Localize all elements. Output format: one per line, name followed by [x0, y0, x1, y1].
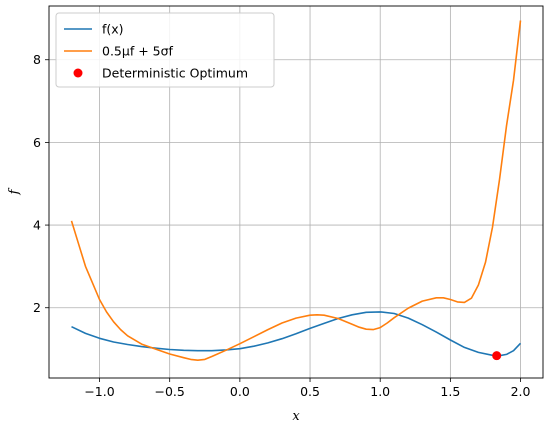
x-tick-label: 1.5 — [440, 384, 460, 399]
series-layer — [70, 20, 522, 362]
x-tick-label: −0.5 — [155, 384, 185, 399]
y-tick-label: 4 — [33, 218, 41, 233]
y-tick-label: 2 — [33, 300, 41, 315]
x-axis-label: x — [292, 409, 300, 424]
legend-marker-optimum — [73, 68, 83, 78]
series-line-robust — [70, 20, 522, 362]
optimum-point — [492, 351, 502, 361]
ticks: −1.0 −0.5 0.0 0.5 1.0 1.5 2.0 2 4 6 8 — [33, 52, 530, 399]
x-tick-label: 2.0 — [511, 384, 531, 399]
legend-label-f: f(x) — [102, 22, 124, 37]
y-tick-label: 6 — [33, 135, 41, 150]
y-tick-label: 8 — [33, 52, 41, 67]
plot-frame — [48, 5, 544, 379]
legend: f(x) 0.5μf + 5σf Deterministic Optimum — [55, 12, 275, 88]
legend-label-robust: 0.5μf + 5σf — [102, 44, 174, 59]
legend-box — [55, 12, 275, 88]
x-tick-label: −1.0 — [84, 384, 114, 399]
x-tick-label: 1.0 — [370, 384, 390, 399]
x-tick-label: 0.5 — [300, 384, 320, 399]
x-tick-label: 0.0 — [230, 384, 250, 399]
legend-label-optimum: Deterministic Optimum — [102, 66, 248, 81]
y-axis-label: f — [7, 187, 22, 195]
